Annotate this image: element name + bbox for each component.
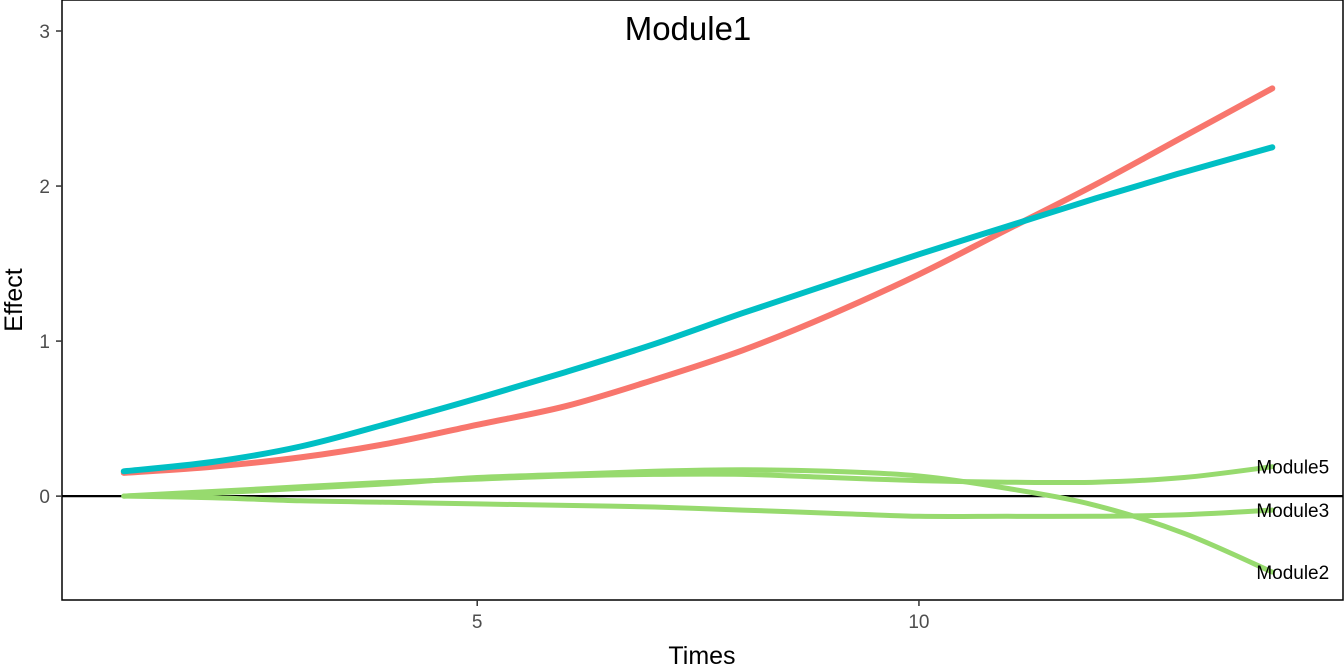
chart-title: Module1 xyxy=(625,10,752,47)
y-tick-label: 3 xyxy=(39,22,50,43)
y-tick-label: 1 xyxy=(39,332,50,353)
y-tick-label: 2 xyxy=(39,177,50,198)
y-tick-label: 0 xyxy=(39,487,50,508)
x-tick-label: 5 xyxy=(472,612,483,633)
series-line-3 xyxy=(121,493,1275,520)
x-tick-label: 10 xyxy=(908,612,929,633)
series-label-module2: Module2 xyxy=(1256,563,1329,584)
y-axis-title: Effect xyxy=(0,268,28,332)
y-axis-ticks: 0 1 2 3 xyxy=(39,22,62,508)
series-label-module5: Module5 xyxy=(1256,458,1329,479)
series-label-layer: Module5 Module3 Module2 xyxy=(1256,458,1329,584)
x-axis-ticks: 5 10 xyxy=(472,600,930,633)
series-line-4 xyxy=(121,467,1275,575)
x-axis-title: Times xyxy=(668,642,735,670)
series-layer xyxy=(120,85,1276,575)
series-line-1 xyxy=(120,144,1276,475)
series-label-module3: Module3 xyxy=(1256,501,1329,522)
series-line-0 xyxy=(120,85,1276,476)
